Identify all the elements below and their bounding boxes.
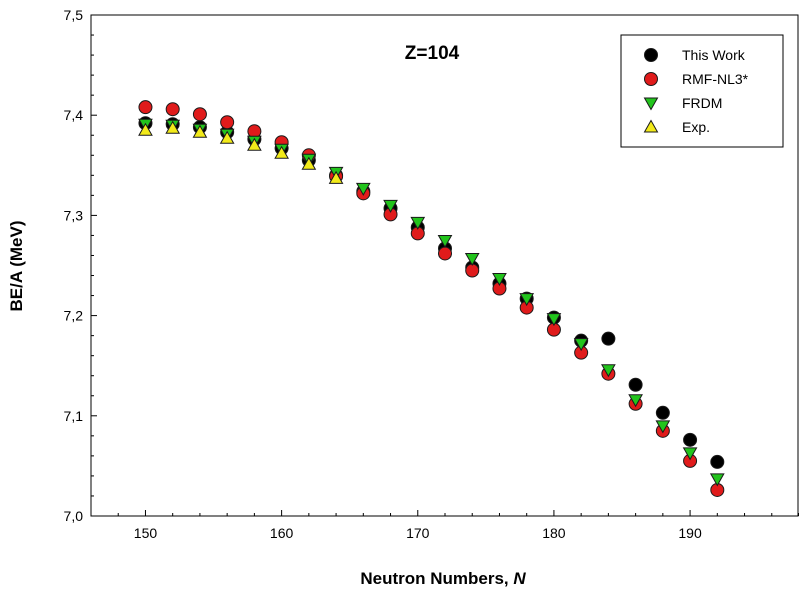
y-axis-title: BE/A (MeV) (7, 221, 26, 312)
data-point (464, 252, 480, 267)
y-tick-label: 7,2 (64, 308, 84, 324)
data-point (710, 454, 725, 469)
data-point (709, 473, 725, 487)
data-point (410, 216, 426, 230)
x-tick-label: 150 (134, 525, 158, 541)
legend: This Work RMF-NL3* FRDM Exp. (620, 34, 784, 148)
data-point (655, 405, 670, 420)
data-point (573, 338, 589, 352)
y-tick-label: 7,5 (64, 7, 84, 23)
series-layer (138, 100, 725, 497)
data-point (383, 199, 398, 213)
data-point (492, 273, 507, 287)
legend-label: RMF-NL3* (682, 71, 749, 87)
data-point (546, 313, 562, 327)
data-point (355, 182, 371, 196)
series-2 (138, 100, 725, 497)
data-point (219, 130, 235, 144)
legend-label: Exp. (682, 119, 710, 135)
data-point (683, 432, 698, 447)
chart-annotation: Z=104 (405, 43, 460, 64)
x-axis-title-variable: N (513, 569, 526, 588)
data-point (601, 364, 616, 378)
x-tick-label: 180 (542, 525, 566, 541)
x-axis-title-text: Neutron Numbers, (360, 569, 513, 588)
data-point (519, 293, 535, 307)
legend-marker (644, 72, 658, 86)
legend-label: This Work (682, 47, 746, 63)
data-point (437, 234, 453, 248)
legend-marker (643, 97, 659, 111)
data-point (247, 137, 262, 151)
y-tick-label: 7,1 (64, 408, 84, 424)
data-point (220, 115, 235, 130)
legend-marker (644, 48, 658, 62)
data-point (438, 246, 452, 261)
data-point (165, 102, 180, 117)
data-point (274, 145, 289, 159)
data-point (682, 447, 698, 461)
y-tick-label: 7,3 (64, 207, 84, 223)
data-point (138, 122, 153, 136)
data-point (628, 394, 643, 408)
legend-label: FRDM (682, 95, 722, 111)
x-tick-label: 160 (270, 525, 294, 541)
data-point (138, 100, 153, 115)
y-tick-label: 7,4 (64, 107, 84, 123)
data-point (192, 107, 207, 122)
data-point (165, 120, 181, 134)
axes: 150 160 170 180 190 7,0 7,1 7,2 7,3 7,4 7,5 (64, 7, 799, 541)
data-point (601, 331, 616, 346)
series-4 (138, 120, 344, 184)
data-point (628, 377, 643, 392)
data-point (655, 420, 671, 434)
x-axis-title: Neutron Numbers, N (360, 569, 526, 588)
data-point (301, 156, 317, 170)
data-point (192, 124, 208, 138)
data-point (328, 170, 344, 184)
legend-marker (643, 119, 659, 133)
y-tick-label: 7,0 (64, 508, 84, 524)
x-tick-label: 170 (406, 525, 430, 541)
x-tick-label: 190 (678, 525, 702, 541)
